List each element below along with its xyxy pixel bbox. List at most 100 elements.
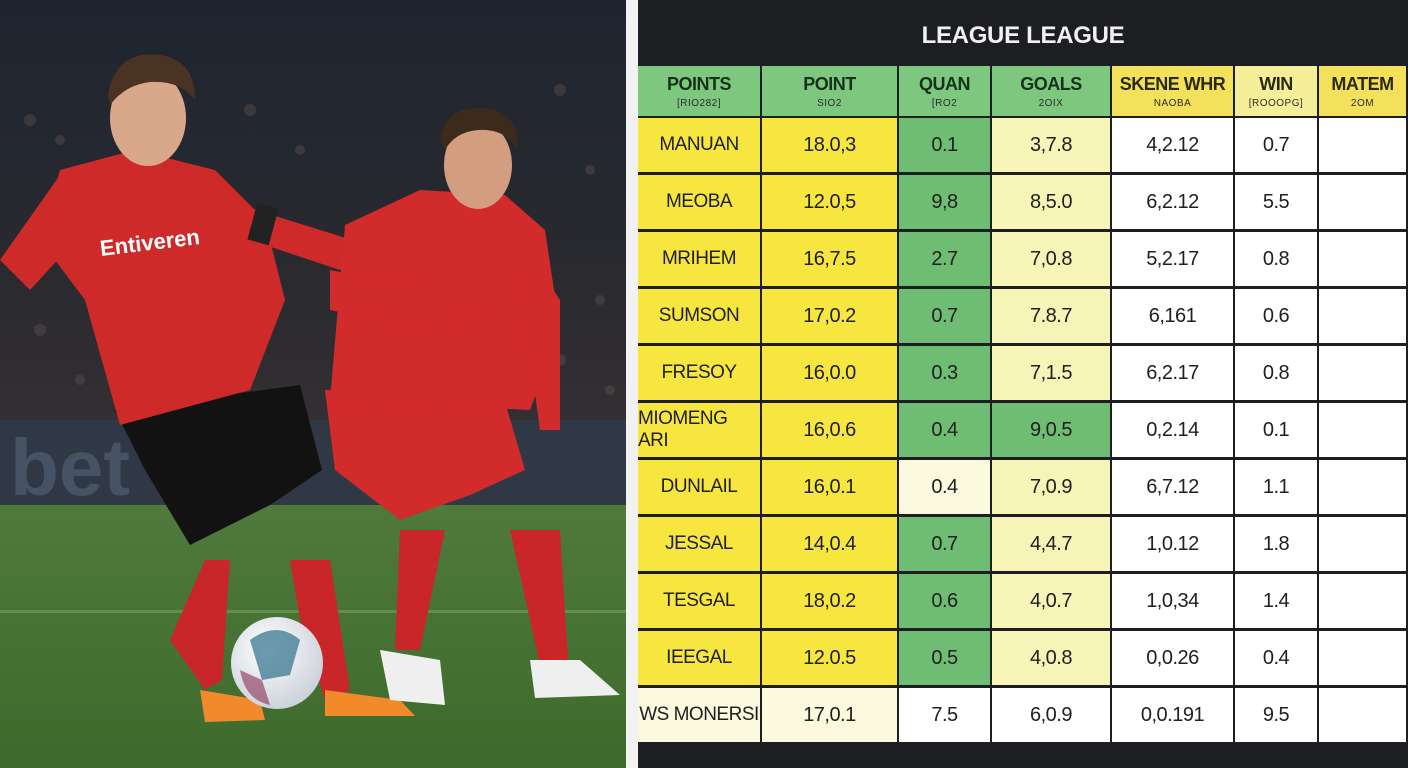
column-header-3[interactable]: GOALS 2OIX xyxy=(992,66,1112,118)
team-name-cell: TESGAL xyxy=(638,574,762,631)
table-cell: 9.5 xyxy=(1235,688,1319,745)
column-header-label: GOALS xyxy=(1020,73,1082,94)
table-cell: 7,0.9 xyxy=(992,460,1112,517)
column-header-5[interactable]: WIN [ROOOPG] xyxy=(1235,66,1319,118)
team-name-cell: WS MONERSI xyxy=(638,688,762,745)
table-cell: 1.4 xyxy=(1235,574,1319,631)
table-cell: 6,161 xyxy=(1112,289,1235,346)
table-row[interactable]: DUNLAIL 16,0.1 0.4 7,0.9 6,7.12 1.1 xyxy=(638,460,1408,517)
team-name-cell: MRIHEM xyxy=(638,232,762,289)
table-cell: 3,7.8 xyxy=(992,118,1112,175)
column-header-sublabel: [RO2 xyxy=(931,97,958,109)
table-cell: 7.5 xyxy=(899,688,992,745)
table-cell xyxy=(1319,517,1408,574)
table-cell: 12.0.5 xyxy=(762,631,899,688)
table-row[interactable]: SUMSON 17,0.2 0.7 7.8.7 6,161 0.6 xyxy=(638,289,1408,346)
table-cell: 7.8.7 xyxy=(992,289,1112,346)
table-cell: 0.8 xyxy=(1235,346,1319,403)
table-row[interactable]: MANUAN 18.0,3 0.1 3,7.8 4,2.12 0.7 xyxy=(638,118,1408,175)
table-header-row: POINTS [RIO282] POINT SIO2 QUAN [RO2 GOALS 2OIX… xyxy=(638,66,1408,118)
table-cell: 16,7.5 xyxy=(762,232,899,289)
league-table: POINTS [RIO282] POINT SIO2 QUAN [RO2 GOALS 2OIX… xyxy=(638,66,1408,745)
table-cell: 0.8 xyxy=(1235,232,1319,289)
column-header-sublabel: SIO2 xyxy=(817,97,842,109)
table-row[interactable]: JESSAL 14,0.4 0.7 4,4.7 1,0.12 1.8 xyxy=(638,517,1408,574)
team-name-cell: JESSAL xyxy=(638,517,762,574)
table-cell: 14,0.4 xyxy=(762,517,899,574)
table-cell: 0.3 xyxy=(899,346,992,403)
table-cell xyxy=(1319,232,1408,289)
table-cell: 4,0.8 xyxy=(992,631,1112,688)
column-header-1[interactable]: POINT SIO2 xyxy=(762,66,899,118)
table-cell: 6,2.17 xyxy=(1112,346,1235,403)
table-row[interactable]: MIOMENG ARI 16,0.6 0.4 9,0.5 0,2.14 0.1 xyxy=(638,403,1408,460)
table-row[interactable]: IEEGAL 12.0.5 0.5 4,0.8 0,0.26 0.4 xyxy=(638,631,1408,688)
table-cell xyxy=(1319,118,1408,175)
table-row[interactable]: WS MONERSI 17,0.1 7.5 6,0.9 0,0.191 9.5 xyxy=(638,688,1408,745)
table-cell: 18,0.2 xyxy=(762,574,899,631)
table-cell: 0.7 xyxy=(899,517,992,574)
table-cell: 16,0.0 xyxy=(762,346,899,403)
table-row[interactable]: FRESOY 16,0.0 0.3 7,1.5 6,2.17 0.8 xyxy=(638,346,1408,403)
table-cell: 0.1 xyxy=(1235,403,1319,460)
table-cell: 0.1 xyxy=(899,118,992,175)
table-cell: 17,0.1 xyxy=(762,688,899,745)
column-header-label: MATEM xyxy=(1331,73,1394,94)
table-row[interactable]: MRIHEM 16,7.5 2.7 7,0.8 5,2.17 0.8 xyxy=(638,232,1408,289)
table-cell: 16,0.6 xyxy=(762,403,899,460)
table-cell: 6,2.12 xyxy=(1112,175,1235,232)
table-cell xyxy=(1319,631,1408,688)
players-photo-illustration: bet Entiveren xyxy=(0,0,626,768)
column-header-6[interactable]: MATEM 2OM xyxy=(1319,66,1408,118)
table-cell: 17,0.2 xyxy=(762,289,899,346)
table-cell: 0,0.26 xyxy=(1112,631,1235,688)
table-cell xyxy=(1319,403,1408,460)
table-cell: 18.0,3 xyxy=(762,118,899,175)
team-name-cell: DUNLAIL xyxy=(638,460,762,517)
table-cell: 1.1 xyxy=(1235,460,1319,517)
column-header-0[interactable]: POINTS [RIO282] xyxy=(638,66,762,118)
team-name-cell: SUMSON xyxy=(638,289,762,346)
column-header-sublabel: NAOBA xyxy=(1153,97,1192,109)
table-row[interactable]: TESGAL 18,0.2 0.6 4,0.7 1,0,34 1.4 xyxy=(638,574,1408,631)
team-name-cell: MEOBA xyxy=(638,175,762,232)
svg-text:bet: bet xyxy=(10,423,130,512)
table-cell: 1,0.12 xyxy=(1112,517,1235,574)
column-header-label: SKENE WHR xyxy=(1119,73,1226,94)
team-name-cell: FRESOY xyxy=(638,346,762,403)
table-cell: 1.8 xyxy=(1235,517,1319,574)
column-header-sublabel: [ROOOPG] xyxy=(1248,97,1304,109)
table-cell xyxy=(1319,346,1408,403)
table-cell xyxy=(1319,688,1408,745)
table-cell xyxy=(1319,175,1408,232)
table-cell: 0,2.14 xyxy=(1112,403,1235,460)
column-header-sublabel: 2OIX xyxy=(1038,97,1064,109)
table-cell: 0.5 xyxy=(899,631,992,688)
team-name-cell: MANUAN xyxy=(638,118,762,175)
table-cell: 7,0.8 xyxy=(992,232,1112,289)
table-cell: 9,8 xyxy=(899,175,992,232)
team-name-cell: MIOMENG ARI xyxy=(638,403,762,460)
table-cell: 7,1.5 xyxy=(992,346,1112,403)
column-header-label: POINTS xyxy=(666,73,732,94)
table-cell: 4,0.7 xyxy=(992,574,1112,631)
football-match-photo: bet Entiveren xyxy=(0,0,626,768)
column-header-2[interactable]: QUAN [RO2 xyxy=(899,66,992,118)
table-cell: 0.4 xyxy=(899,403,992,460)
league-table-panel: LEAGUE LEAGUE POINTS [RIO282] POINT SIO2 QUA… xyxy=(638,0,1408,768)
table-cell: 6,7.12 xyxy=(1112,460,1235,517)
column-header-4[interactable]: SKENE WHR NAOBA xyxy=(1112,66,1235,118)
table-cell: 0.6 xyxy=(1235,289,1319,346)
column-header-label: QUAN xyxy=(919,73,971,94)
player-right xyxy=(325,107,620,705)
table-cell: 12.0,5 xyxy=(762,175,899,232)
column-header-label: POINT xyxy=(803,73,856,94)
table-cell: 6,0.9 xyxy=(992,688,1112,745)
table-cell: 1,0,34 xyxy=(1112,574,1235,631)
table-cell xyxy=(1319,460,1408,517)
table-cell: 9,0.5 xyxy=(992,403,1112,460)
column-header-sublabel: [RIO282] xyxy=(676,97,722,109)
table-row[interactable]: MEOBA 12.0,5 9,8 8,5.0 6,2.12 5.5 xyxy=(638,175,1408,232)
table-cell xyxy=(1319,574,1408,631)
table-cell: 0.4 xyxy=(899,460,992,517)
